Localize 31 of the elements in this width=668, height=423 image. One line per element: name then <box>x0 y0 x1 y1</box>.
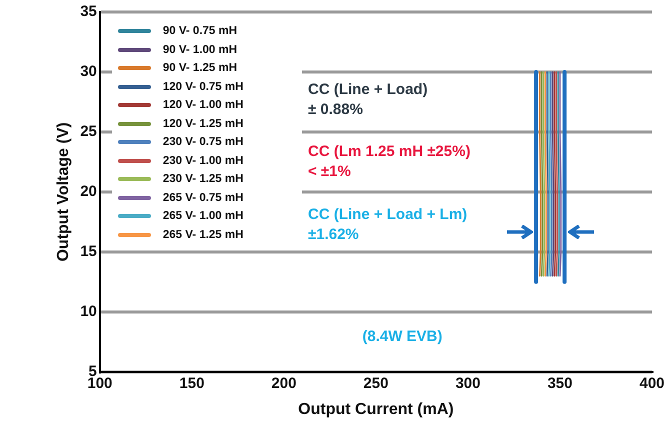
x-tick-label: 100 <box>87 374 112 392</box>
y-tick-label: 10 <box>80 302 97 320</box>
legend-label: 90 V- 0.75 mH <box>162 25 238 38</box>
y-tick-label: 25 <box>80 123 97 140</box>
legend-label: 230 V- 1.00 mH <box>162 154 244 167</box>
x-tick-label: 200 <box>271 374 296 392</box>
y-axis-title: Output Voltage (V) <box>55 122 72 262</box>
annotation: CC (Lm 1.25 mH ±25%) < ±1% <box>306 142 472 182</box>
x-tick-label: 300 <box>455 374 480 392</box>
x-axis-title: Output Current (mA) <box>298 400 454 418</box>
y-tick-label: 20 <box>80 183 97 200</box>
legend-label: 265 V- 1.25 mH <box>162 228 244 241</box>
x-tick-label: 350 <box>547 374 572 392</box>
legend-label: 120 V- 1.25 mH <box>162 118 244 130</box>
legend-label: 230 V- 1.25 mH <box>162 173 244 186</box>
annotation: CC (Line + Load + Lm) ±1.62% <box>306 205 470 246</box>
y-tick-label: 35 <box>80 3 97 20</box>
legend-label: 90 V- 1.25 mH <box>162 62 238 74</box>
legend-label: 90 V- 1.00 mH <box>162 44 238 56</box>
y-tick-label: 30 <box>80 63 97 80</box>
x-tick-label: 400 <box>639 374 665 392</box>
x-tick-label: 150 <box>179 374 204 392</box>
y-tick-label: 15 <box>80 243 97 260</box>
legend-label: 265 V- 0.75 mH <box>162 192 244 204</box>
legend-label: 120 V- 0.75 mH <box>162 80 244 93</box>
legend-label: 265 V- 1.00 mH <box>162 210 244 222</box>
legend-label: 120 V- 1.00 mH <box>162 99 244 112</box>
legend-label: 230 V- 0.75 mH <box>162 136 244 148</box>
annotation: CC (Line + Load) ± 0.88% <box>306 80 430 120</box>
x-tick-label: 250 <box>363 374 388 392</box>
annotation: (8.4W EVB) <box>360 327 444 348</box>
